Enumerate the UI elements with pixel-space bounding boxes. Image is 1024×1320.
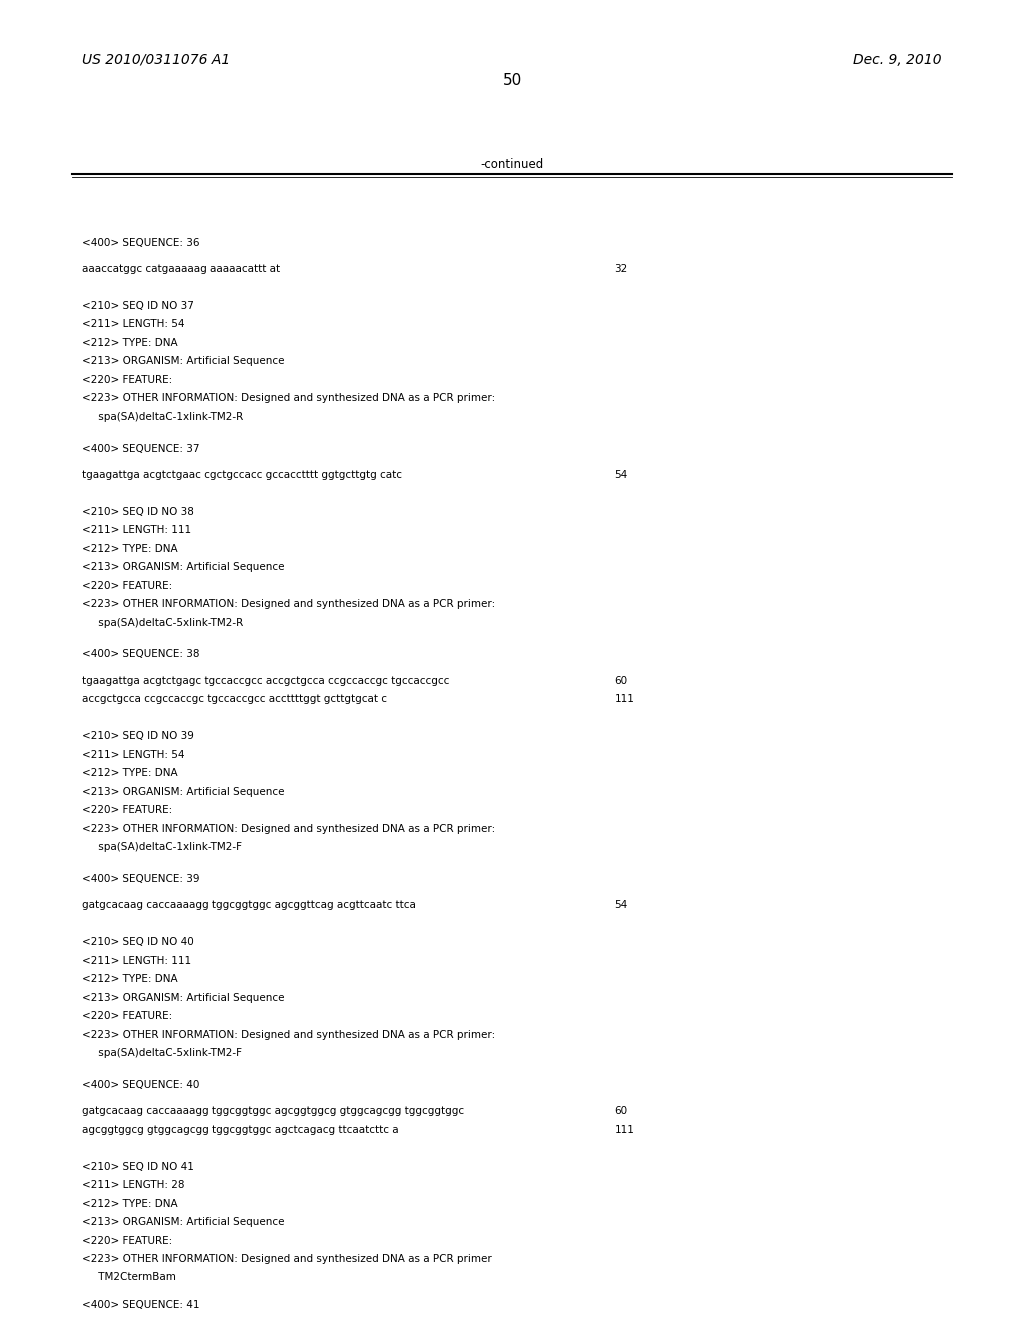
Text: <213> ORGANISM: Artificial Sequence: <213> ORGANISM: Artificial Sequence bbox=[82, 1217, 285, 1228]
Text: <212> TYPE: DNA: <212> TYPE: DNA bbox=[82, 544, 177, 554]
Text: 54: 54 bbox=[614, 900, 628, 911]
Text: <400> SEQUENCE: 39: <400> SEQUENCE: 39 bbox=[82, 874, 200, 884]
Text: spa(SA)deltaC-5xlink-TM2-F: spa(SA)deltaC-5xlink-TM2-F bbox=[82, 1048, 242, 1059]
Text: <223> OTHER INFORMATION: Designed and synthesized DNA as a PCR primer:: <223> OTHER INFORMATION: Designed and sy… bbox=[82, 393, 496, 404]
Text: <400> SEQUENCE: 41: <400> SEQUENCE: 41 bbox=[82, 1300, 200, 1311]
Text: <223> OTHER INFORMATION: Designed and synthesized DNA as a PCR primer:: <223> OTHER INFORMATION: Designed and sy… bbox=[82, 824, 496, 834]
Text: <223> OTHER INFORMATION: Designed and synthesized DNA as a PCR primer: <223> OTHER INFORMATION: Designed and sy… bbox=[82, 1254, 492, 1265]
Text: tgaagattga acgtctgagc tgccaccgcc accgctgcca ccgccaccgc tgccaccgcc: tgaagattga acgtctgagc tgccaccgcc accgctg… bbox=[82, 676, 450, 686]
Text: <212> TYPE: DNA: <212> TYPE: DNA bbox=[82, 1199, 177, 1209]
Text: <212> TYPE: DNA: <212> TYPE: DNA bbox=[82, 338, 177, 348]
Text: <213> ORGANISM: Artificial Sequence: <213> ORGANISM: Artificial Sequence bbox=[82, 787, 285, 797]
Text: <400> SEQUENCE: 38: <400> SEQUENCE: 38 bbox=[82, 649, 200, 660]
Text: 111: 111 bbox=[614, 1125, 634, 1135]
Text: <211> LENGTH: 111: <211> LENGTH: 111 bbox=[82, 525, 191, 536]
Text: <220> FEATURE:: <220> FEATURE: bbox=[82, 1011, 172, 1022]
Text: <210> SEQ ID NO 41: <210> SEQ ID NO 41 bbox=[82, 1162, 194, 1172]
Text: <210> SEQ ID NO 37: <210> SEQ ID NO 37 bbox=[82, 301, 194, 312]
Text: <400> SEQUENCE: 36: <400> SEQUENCE: 36 bbox=[82, 238, 200, 248]
Text: <220> FEATURE:: <220> FEATURE: bbox=[82, 1236, 172, 1246]
Text: spa(SA)deltaC-1xlink-TM2-R: spa(SA)deltaC-1xlink-TM2-R bbox=[82, 412, 243, 422]
Text: <400> SEQUENCE: 40: <400> SEQUENCE: 40 bbox=[82, 1080, 200, 1090]
Text: 60: 60 bbox=[614, 1106, 628, 1117]
Text: <213> ORGANISM: Artificial Sequence: <213> ORGANISM: Artificial Sequence bbox=[82, 993, 285, 1003]
Text: <210> SEQ ID NO 40: <210> SEQ ID NO 40 bbox=[82, 937, 194, 948]
Text: agcggtggcg gtggcagcgg tggcggtggc agctcagacg ttcaatcttc a: agcggtggcg gtggcagcgg tggcggtggc agctcag… bbox=[82, 1125, 398, 1135]
Text: <212> TYPE: DNA: <212> TYPE: DNA bbox=[82, 768, 177, 779]
Text: 32: 32 bbox=[614, 264, 628, 275]
Text: <213> ORGANISM: Artificial Sequence: <213> ORGANISM: Artificial Sequence bbox=[82, 356, 285, 367]
Text: tgaagattga acgtctgaac cgctgccacc gccacctttt ggtgcttgtg catc: tgaagattga acgtctgaac cgctgccacc gccacct… bbox=[82, 470, 401, 480]
Text: <213> ORGANISM: Artificial Sequence: <213> ORGANISM: Artificial Sequence bbox=[82, 562, 285, 573]
Text: <212> TYPE: DNA: <212> TYPE: DNA bbox=[82, 974, 177, 985]
Text: US 2010/0311076 A1: US 2010/0311076 A1 bbox=[82, 53, 230, 67]
Text: 54: 54 bbox=[614, 470, 628, 480]
Text: <211> LENGTH: 111: <211> LENGTH: 111 bbox=[82, 956, 191, 966]
Text: -continued: -continued bbox=[480, 158, 544, 172]
Text: <211> LENGTH: 54: <211> LENGTH: 54 bbox=[82, 319, 184, 330]
Text: <400> SEQUENCE: 37: <400> SEQUENCE: 37 bbox=[82, 444, 200, 454]
Text: 111: 111 bbox=[614, 694, 634, 705]
Text: spa(SA)deltaC-5xlink-TM2-R: spa(SA)deltaC-5xlink-TM2-R bbox=[82, 618, 243, 628]
Text: 50: 50 bbox=[503, 73, 521, 87]
Text: TM2CtermBam: TM2CtermBam bbox=[82, 1272, 176, 1283]
Text: spa(SA)deltaC-1xlink-TM2-F: spa(SA)deltaC-1xlink-TM2-F bbox=[82, 842, 242, 853]
Text: <220> FEATURE:: <220> FEATURE: bbox=[82, 375, 172, 385]
Text: aaaccatggc catgaaaaag aaaaacattt at: aaaccatggc catgaaaaag aaaaacattt at bbox=[82, 264, 280, 275]
Text: gatgcacaag caccaaaagg tggcggtggc agcggtggcg gtggcagcgg tggcggtggc: gatgcacaag caccaaaagg tggcggtggc agcggtg… bbox=[82, 1106, 464, 1117]
Text: <210> SEQ ID NO 39: <210> SEQ ID NO 39 bbox=[82, 731, 194, 742]
Text: <211> LENGTH: 28: <211> LENGTH: 28 bbox=[82, 1180, 184, 1191]
Text: gatgcacaag caccaaaagg tggcggtggc agcggttcag acgttcaatc ttca: gatgcacaag caccaaaagg tggcggtggc agcggtt… bbox=[82, 900, 416, 911]
Text: <223> OTHER INFORMATION: Designed and synthesized DNA as a PCR primer:: <223> OTHER INFORMATION: Designed and sy… bbox=[82, 1030, 496, 1040]
Text: <210> SEQ ID NO 38: <210> SEQ ID NO 38 bbox=[82, 507, 194, 517]
Text: <211> LENGTH: 54: <211> LENGTH: 54 bbox=[82, 750, 184, 760]
Text: Dec. 9, 2010: Dec. 9, 2010 bbox=[853, 53, 942, 67]
Text: <223> OTHER INFORMATION: Designed and synthesized DNA as a PCR primer:: <223> OTHER INFORMATION: Designed and sy… bbox=[82, 599, 496, 610]
Text: accgctgcca ccgccaccgc tgccaccgcc accttttggt gcttgtgcat c: accgctgcca ccgccaccgc tgccaccgcc acctttt… bbox=[82, 694, 387, 705]
Text: <220> FEATURE:: <220> FEATURE: bbox=[82, 805, 172, 816]
Text: 60: 60 bbox=[614, 676, 628, 686]
Text: <220> FEATURE:: <220> FEATURE: bbox=[82, 581, 172, 591]
